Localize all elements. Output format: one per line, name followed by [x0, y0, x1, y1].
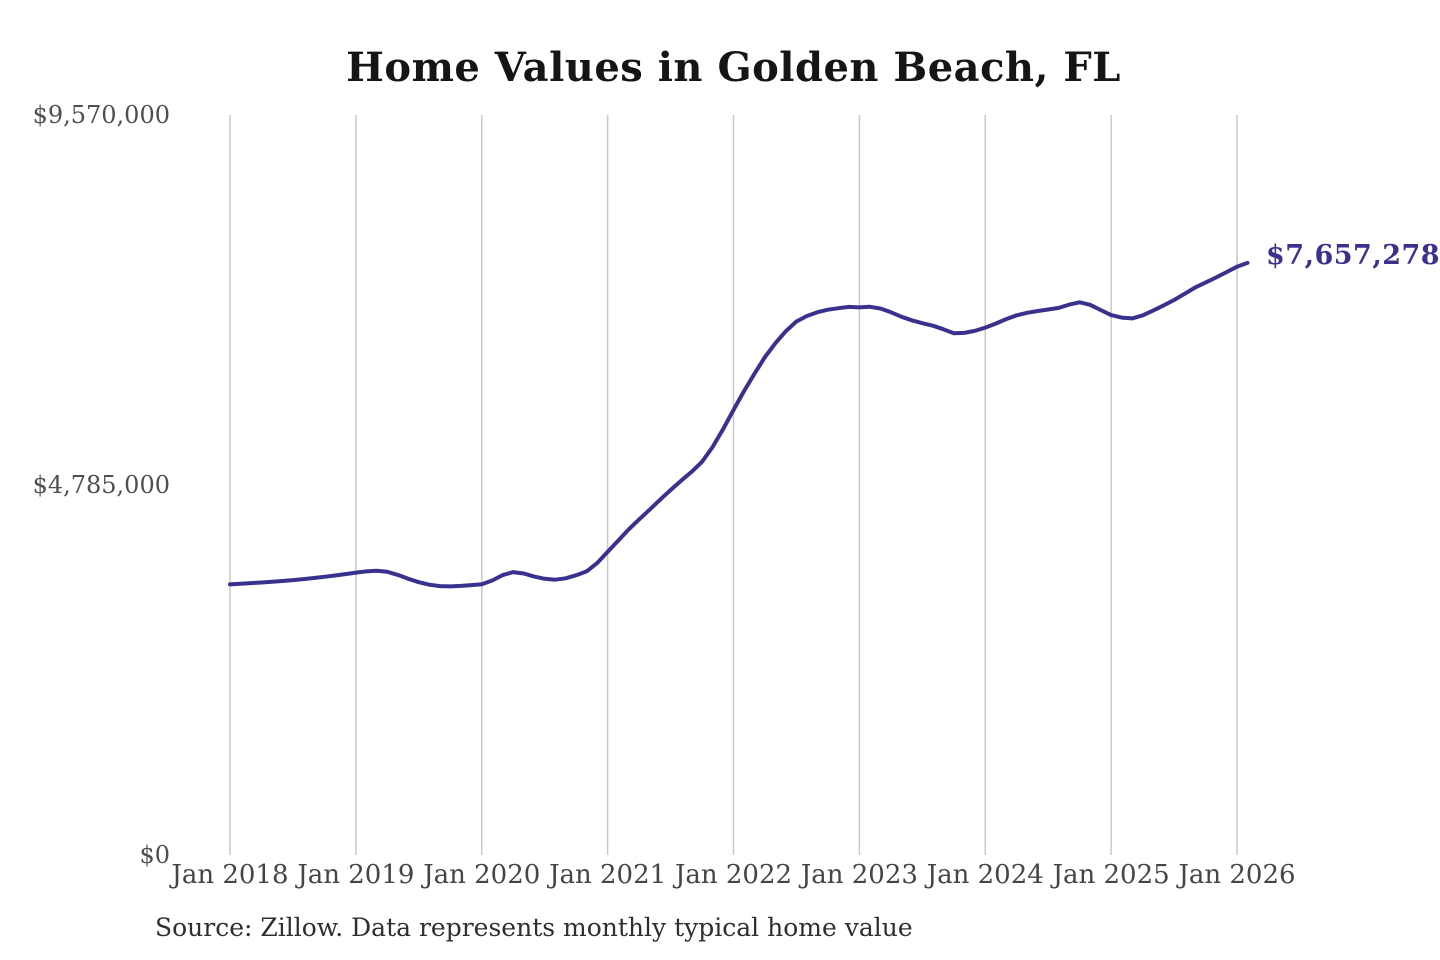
latest-value-label: $7,657,278: [1266, 240, 1440, 271]
x-axis-tick: Jan 2023: [800, 860, 918, 890]
chart-title: Home Values in Golden Beach, FL: [346, 44, 1121, 91]
y-axis-tick-zero: $0: [139, 841, 170, 869]
y-axis-tick-max: $9,570,000: [32, 101, 170, 129]
source-note: Source: Zillow. Data represents monthly …: [155, 913, 913, 942]
x-axis-tick: Jan 2024: [926, 860, 1044, 890]
x-axis-tick: Jan 2021: [549, 860, 667, 890]
year-gridlines: [229, 115, 1238, 855]
x-axis-tick: Jan 2018: [171, 860, 289, 890]
y-axis-tick-mid: $4,785,000: [32, 471, 170, 499]
x-axis-tick: Jan 2022: [674, 860, 793, 890]
home-value-line: [228, 260, 1250, 589]
x-axis-tick: Jan 2019: [297, 860, 415, 890]
x-axis-tick: Jan 2025: [1052, 860, 1170, 890]
x-axis-tick: Jan 2020: [423, 860, 541, 890]
x-axis-tick: Jan 2026: [1178, 860, 1296, 890]
